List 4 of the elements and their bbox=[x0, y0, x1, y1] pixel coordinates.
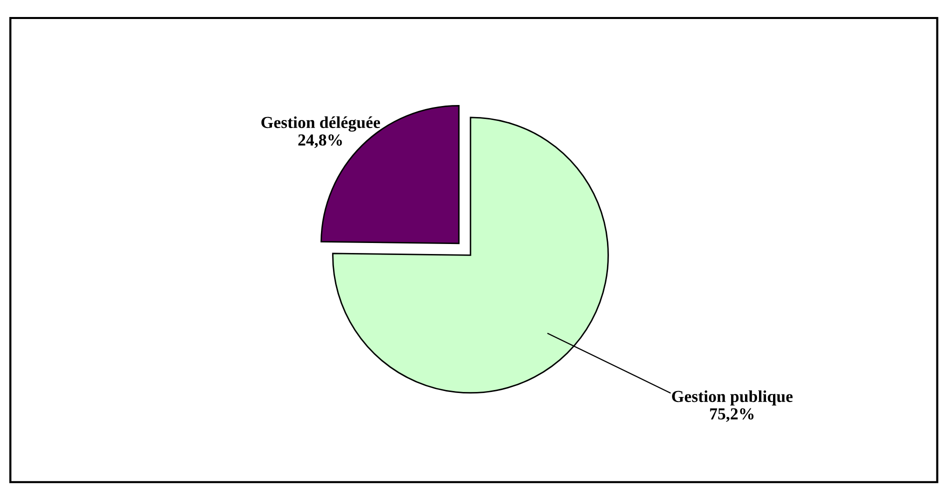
slice-label: Gestion déléguée bbox=[261, 116, 380, 132]
data-label: 24,8% bbox=[298, 134, 342, 148]
slice-label: Gestion publique bbox=[672, 390, 793, 406]
data-label: 75,2% bbox=[710, 408, 754, 422]
